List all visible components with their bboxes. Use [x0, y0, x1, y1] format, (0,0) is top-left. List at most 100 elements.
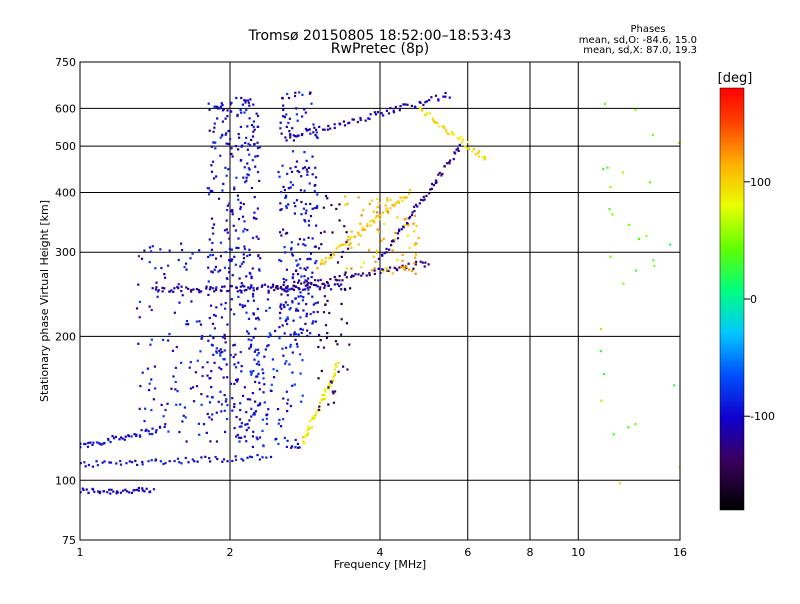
echo-point — [308, 182, 311, 185]
echo-point — [231, 258, 234, 261]
echo-point — [428, 192, 431, 195]
echo-point — [230, 152, 233, 156]
echo-point — [214, 455, 217, 459]
echo-point — [324, 303, 327, 306]
echo-point — [414, 263, 417, 266]
echo-point — [313, 190, 316, 193]
echo-point — [207, 255, 210, 259]
echo-point — [225, 132, 228, 135]
echo-point — [221, 109, 225, 112]
echo-point — [289, 248, 293, 251]
echo-point — [364, 119, 367, 122]
echo-point — [483, 158, 486, 161]
echo-point — [207, 339, 210, 342]
echo-point — [344, 243, 347, 246]
echo-point — [424, 114, 428, 117]
echo-point — [246, 422, 249, 426]
echo-point — [251, 267, 254, 270]
echo-point — [84, 442, 87, 446]
echo-point — [329, 127, 332, 130]
echo-point — [306, 425, 310, 428]
echo-point — [301, 359, 304, 362]
echo-point — [327, 403, 330, 406]
echo-point — [304, 212, 307, 215]
echo-point — [301, 167, 305, 170]
echo-point — [253, 195, 256, 199]
echo-point — [652, 259, 655, 262]
echo-point — [300, 400, 303, 403]
echo-point — [237, 436, 241, 439]
echo-point — [362, 261, 365, 264]
echo-point — [208, 238, 211, 241]
echo-point — [300, 275, 303, 278]
echo-point — [360, 214, 363, 217]
echo-point — [124, 435, 127, 438]
echo-point — [174, 388, 177, 391]
echo-point — [438, 125, 441, 128]
echo-point — [414, 253, 418, 256]
echo-point — [377, 214, 380, 218]
echo-point — [283, 436, 286, 440]
echo-point — [220, 403, 223, 406]
echo-point — [245, 288, 248, 291]
echo-point — [357, 196, 360, 199]
echo-point — [478, 150, 481, 153]
y-tick-label: 100 — [55, 474, 76, 487]
echo-point — [304, 268, 308, 271]
echo-point — [141, 489, 144, 492]
echo-point — [123, 438, 126, 441]
echo-point — [312, 283, 316, 287]
echo-point — [221, 336, 225, 339]
echo-point — [402, 225, 405, 228]
echo-point — [227, 142, 230, 146]
echo-point — [281, 347, 284, 350]
echo-point — [233, 343, 236, 346]
echo-point — [324, 324, 328, 327]
echo-point — [346, 368, 349, 371]
echo-point — [252, 103, 255, 106]
echo-point — [334, 340, 338, 343]
echo-point — [251, 135, 255, 138]
echo-point — [445, 162, 449, 165]
echo-point — [221, 104, 224, 107]
echo-point — [210, 270, 213, 273]
echo-point — [141, 460, 144, 464]
echo-point — [247, 142, 250, 145]
echo-point — [277, 170, 280, 174]
echo-point — [413, 256, 417, 259]
echo-point — [281, 97, 284, 100]
echo-point — [256, 348, 260, 351]
echo-point — [290, 287, 293, 290]
echo-point — [248, 419, 251, 422]
echo-point — [89, 441, 92, 444]
echo-point — [319, 286, 322, 289]
echo-point — [250, 124, 254, 127]
echo-point — [394, 202, 398, 205]
echo-point — [266, 345, 269, 348]
echo-point — [248, 153, 251, 156]
echo-point — [230, 248, 233, 251]
echo-point — [243, 304, 247, 307]
echo-point — [143, 419, 146, 423]
echo-point — [347, 235, 350, 238]
echo-point — [252, 289, 255, 292]
echo-point — [432, 184, 436, 187]
echo-point — [194, 371, 197, 374]
echo-point — [434, 179, 438, 182]
echo-point — [291, 300, 294, 303]
echo-point — [244, 101, 247, 104]
echo-point — [189, 361, 192, 364]
echo-point — [245, 411, 248, 414]
echo-point — [83, 461, 86, 464]
echo-point — [225, 208, 229, 212]
echo-point — [225, 219, 228, 222]
echo-point — [414, 260, 418, 263]
echo-point — [206, 361, 209, 364]
echo-point — [100, 443, 103, 446]
echo-point — [349, 287, 352, 290]
echo-point — [376, 228, 379, 231]
echo-point — [212, 232, 215, 235]
echo-point — [391, 272, 394, 275]
echo-point — [297, 243, 300, 246]
